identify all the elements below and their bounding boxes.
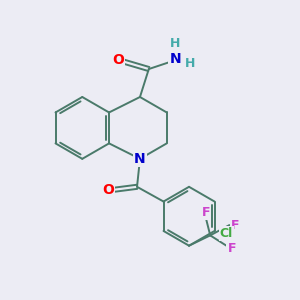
Text: N: N	[134, 152, 146, 166]
Text: F: F	[231, 219, 239, 232]
Text: H: H	[170, 37, 181, 50]
Text: F: F	[202, 206, 210, 219]
Text: Cl: Cl	[220, 227, 233, 240]
Text: F: F	[227, 242, 236, 255]
Text: H: H	[185, 57, 195, 70]
Text: N: N	[169, 52, 181, 66]
Text: O: O	[112, 53, 124, 67]
Text: O: O	[102, 183, 114, 197]
